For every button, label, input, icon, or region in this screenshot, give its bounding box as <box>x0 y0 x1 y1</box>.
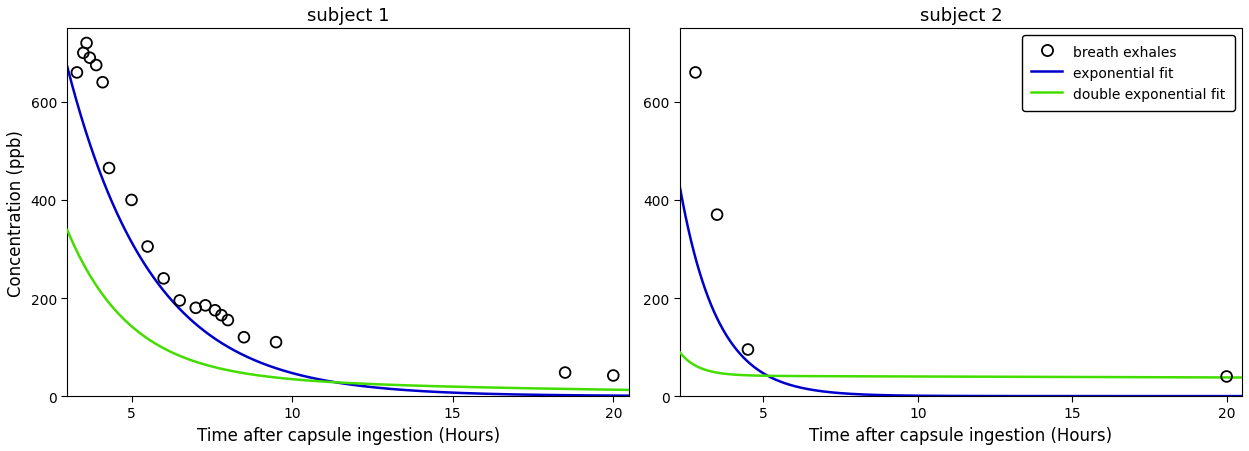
Point <box>74 50 94 57</box>
X-axis label: Time after capsule ingestion (Hours): Time after capsule ingestion (Hours) <box>197 426 500 444</box>
Point <box>217 317 237 324</box>
Point <box>266 339 286 346</box>
Point <box>707 212 727 219</box>
Title: subject 1: subject 1 <box>307 7 390 25</box>
Point <box>67 69 87 77</box>
Point <box>170 297 190 304</box>
Point <box>234 334 254 341</box>
Point <box>154 275 174 282</box>
Point <box>555 369 575 376</box>
Point <box>205 307 225 314</box>
Point <box>80 55 100 62</box>
Title: subject 2: subject 2 <box>919 7 1003 25</box>
Legend: breath exhales, exponential fit, double exponential fit: breath exhales, exponential fit, double … <box>1022 36 1235 111</box>
Point <box>738 346 758 353</box>
Point <box>195 302 215 309</box>
Point <box>76 40 96 47</box>
Point <box>86 62 106 69</box>
Point <box>92 79 112 87</box>
Point <box>186 304 206 312</box>
Point <box>1217 373 1237 380</box>
Point <box>603 372 623 379</box>
Point <box>137 244 157 251</box>
X-axis label: Time after capsule ingestion (Hours): Time after capsule ingestion (Hours) <box>809 426 1113 444</box>
Y-axis label: Concentration (ppb): Concentration (ppb) <box>7 129 25 296</box>
Point <box>211 312 231 319</box>
Point <box>686 69 706 77</box>
Point <box>99 165 119 172</box>
Point <box>121 197 141 204</box>
